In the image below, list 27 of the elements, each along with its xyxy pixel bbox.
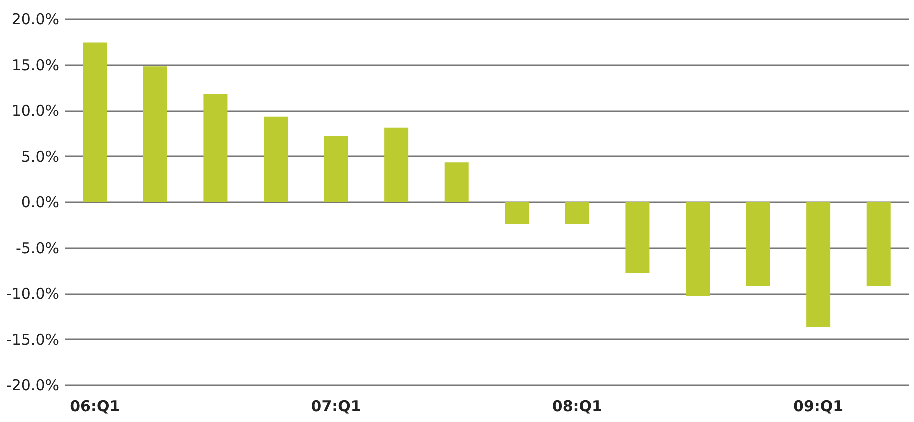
- x-tick-label: 07:Q1: [311, 398, 362, 416]
- bar: [505, 202, 530, 224]
- bar: [686, 202, 710, 296]
- y-tick-label: -15.0%: [6, 330, 60, 349]
- y-tick-label: 15.0%: [12, 56, 60, 74]
- bar: [565, 202, 590, 224]
- y-tick-label: 20.0%: [12, 10, 60, 28]
- y-tick-label: 0.0%: [21, 194, 60, 212]
- bar: [264, 116, 288, 202]
- y-tick-label: -20.0%: [6, 376, 60, 394]
- y-tick-label: 10.0%: [12, 102, 60, 120]
- bar: [746, 202, 770, 286]
- y-tick-label: -10.0%: [6, 285, 60, 303]
- bar: [324, 136, 348, 202]
- x-tick-label: 06:Q1: [70, 398, 120, 416]
- bar: [806, 202, 831, 328]
- bar: [204, 94, 228, 202]
- bar: [444, 162, 469, 202]
- x-tick-label: 09:Q1: [794, 398, 844, 416]
- y-tick-label: 5.0%: [21, 148, 60, 166]
- bar: [83, 42, 108, 202]
- bar: [866, 202, 891, 286]
- bar: [384, 128, 409, 202]
- bar: [626, 202, 650, 274]
- x-tick-label: 08:Q1: [552, 398, 602, 416]
- y-tick-label: -5.0%: [16, 239, 60, 258]
- bar: [143, 66, 168, 202]
